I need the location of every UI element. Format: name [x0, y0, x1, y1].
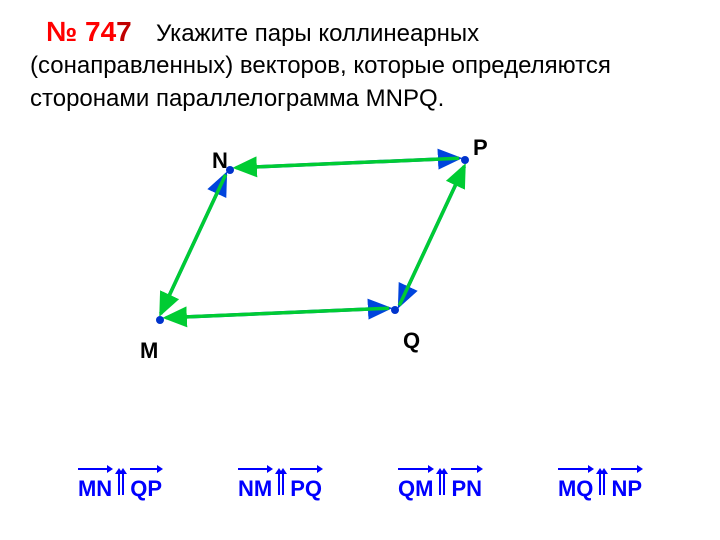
vec-QM: QM: [398, 466, 433, 502]
vec-MQ: MQ: [558, 466, 593, 502]
label-P: P: [473, 135, 488, 161]
vec-NM: NM: [238, 466, 272, 502]
vec-PN: PN: [451, 466, 482, 502]
vec-QP: QP: [130, 466, 162, 502]
answer-pair-3: MQ NP: [558, 466, 642, 502]
pt-line3: сторонами параллелограмма MNPQ.: [30, 85, 444, 112]
answer-row: MN QP NM PQ QM PN MQ NP: [0, 466, 720, 502]
label-Q: Q: [403, 328, 420, 354]
codirectional-icon: [118, 473, 124, 495]
codirectional-icon: [278, 473, 284, 495]
parallelogram-diagram: M N P Q: [90, 120, 530, 380]
pt-line1: Укажите пары коллинеарных: [156, 20, 479, 47]
answer-pair-2: QM PN: [398, 466, 482, 502]
pt-line2: (сонаправленных) векторов, которые опред…: [30, 52, 611, 79]
answer-pair-0: MN QP: [78, 466, 162, 502]
label-N: N: [212, 148, 228, 174]
vec-PQ: PQ: [290, 466, 322, 502]
vec-MN: MN: [78, 466, 112, 502]
codirectional-icon: [599, 473, 605, 495]
vec-NP: NP: [611, 466, 642, 502]
problem-text: Укажите пары коллинеарных (сонаправленны…: [30, 18, 690, 115]
answer-pair-1: NM PQ: [238, 466, 322, 502]
codirectional-icon: [439, 473, 445, 495]
slide: { "title": { "number_prefix": "№ 74", "n…: [0, 0, 720, 540]
label-M: M: [140, 338, 158, 364]
